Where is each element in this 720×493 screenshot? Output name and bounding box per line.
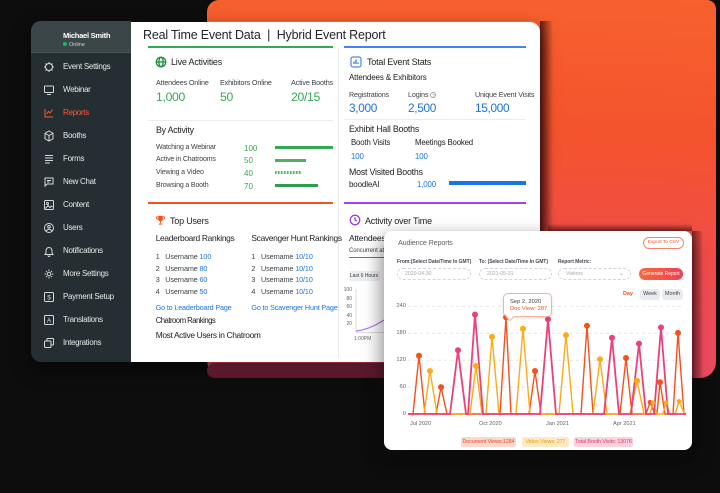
svg-text:A: A (47, 318, 52, 325)
svg-text:$: $ (47, 295, 51, 302)
